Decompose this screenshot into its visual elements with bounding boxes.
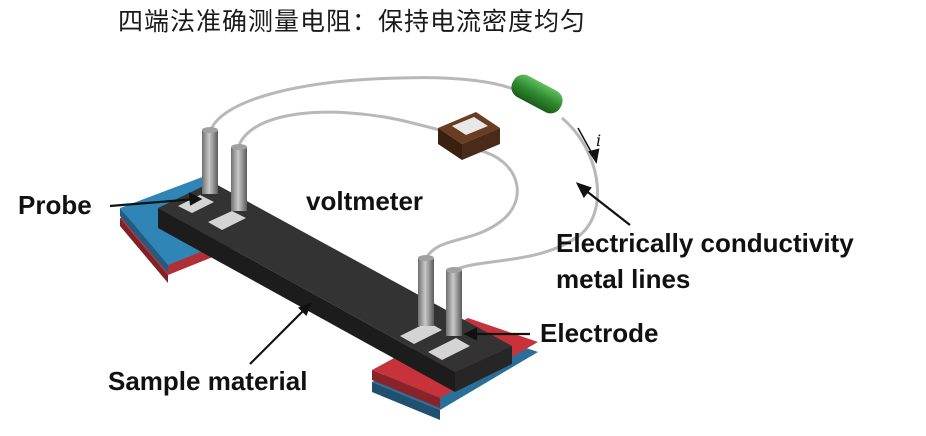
label-sample-material: Sample material bbox=[108, 366, 308, 396]
voltage-wire-right bbox=[424, 148, 519, 259]
label-voltmeter: voltmeter bbox=[306, 186, 424, 216]
arrow-metal-lines bbox=[579, 185, 631, 226]
current-symbol: i bbox=[596, 131, 601, 150]
left-electrode-strip-1 bbox=[178, 195, 214, 213]
label-electrode: Electrode bbox=[540, 318, 659, 348]
diagram-title: 四端法准确测量电阻：保持电流密度均匀 bbox=[118, 7, 587, 36]
label-metal-lines-line2: metal lines bbox=[556, 264, 691, 294]
current-wire-right bbox=[454, 116, 600, 272]
probe-right-1 bbox=[418, 255, 434, 326]
probe-right-2 bbox=[446, 267, 462, 336]
probe-left-1 bbox=[202, 127, 218, 194]
left-electrode-strip-2 bbox=[208, 211, 246, 230]
label-metal-lines-line1: Electrically conductivity bbox=[556, 228, 854, 258]
resistor bbox=[511, 74, 563, 114]
voltmeter-device bbox=[438, 112, 500, 160]
voltage-wire-left bbox=[236, 110, 451, 149]
probe-left-2 bbox=[231, 144, 247, 211]
pointer-arrows bbox=[109, 127, 631, 365]
metal-wires bbox=[208, 76, 600, 272]
label-probe: Probe bbox=[18, 190, 92, 220]
right-electrode-strip-2 bbox=[428, 338, 470, 360]
arrow-sample bbox=[249, 307, 307, 365]
current-wire-left bbox=[208, 76, 521, 133]
arrow-probe bbox=[109, 197, 197, 208]
voltmeter-display bbox=[452, 117, 488, 135]
right-electrode-strip-1 bbox=[400, 322, 442, 344]
